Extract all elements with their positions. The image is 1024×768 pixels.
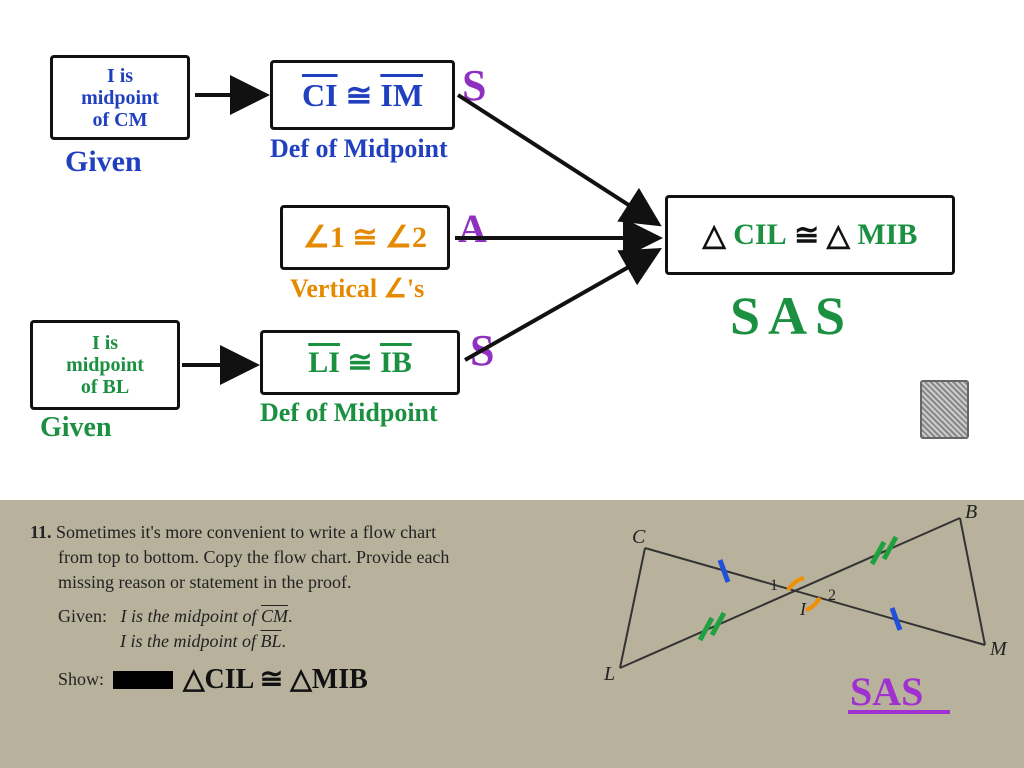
angle-arc-2 [806, 598, 820, 610]
box3-marker: A [458, 205, 487, 252]
flow-box-given-cm: I is midpoint of CM [50, 55, 190, 140]
given1-seg: CM [261, 606, 288, 626]
scribble-icon [920, 380, 969, 439]
box3-text: ∠1 ≅ ∠2 [303, 220, 427, 255]
flow-box-ci-im: CI ≅ IM [270, 60, 455, 130]
box1-l3: of CM [93, 109, 148, 131]
box4-l3: of BL [81, 376, 129, 398]
blackout-icon [113, 671, 173, 689]
flow-box-angle12: ∠1 ≅ ∠2 [280, 205, 450, 270]
body-l2: from top to bottom. Copy the flow chart.… [30, 545, 590, 570]
whiteboard-area: I is midpoint of CM Given CI ≅ IM S Def … [0, 0, 1024, 500]
box1-l2: midpoint [81, 87, 159, 109]
flow-box-conclusion: △ CIL ≅ △ MIB [665, 195, 955, 275]
box5-label: Def of Midpoint [260, 398, 438, 428]
box4-l2: midpoint [66, 354, 144, 376]
flow-box-given-bl: I is midpoint of BL [30, 320, 180, 410]
show-handwritten: △CIL ≅ △MIB [183, 660, 368, 699]
label-L: L [603, 663, 615, 685]
tick-green-2b [884, 537, 896, 559]
box1-l1: I is [107, 65, 133, 87]
tick-blue-2 [892, 608, 900, 630]
box4-label: Given [40, 412, 112, 444]
given2-seg: BL [261, 631, 282, 651]
angle-arc-1 [788, 578, 804, 590]
tick-blue-1 [720, 560, 728, 582]
box4-l1: I is [92, 332, 118, 354]
body-l3: missing reason or statement in the proof… [30, 570, 590, 595]
tick-green-2a [872, 542, 884, 564]
show-label: Show: [58, 667, 104, 692]
label-B: B [965, 501, 977, 523]
box1-label: Given [65, 145, 142, 179]
label-M: M [989, 638, 1008, 660]
sas-annotation: SAS [850, 669, 923, 714]
textbook-area: 11. Sometimes it's more convenient to wr… [0, 500, 1024, 768]
conclusion-label: SAS [730, 285, 853, 347]
body-l1: Sometimes it's more convenient to write … [56, 522, 436, 542]
box3-label: Vertical ∠'s [290, 274, 424, 304]
given1-pre: I is the midpoint of [121, 606, 262, 626]
box2-marker: S [462, 60, 486, 111]
angle-2: 2 [828, 587, 836, 604]
angle-1: 1 [770, 577, 778, 594]
given-label: Given: [58, 606, 107, 626]
given2-pre: I is the midpoint of [120, 631, 261, 651]
box5-marker: S [470, 325, 494, 376]
label-I: I [799, 599, 807, 619]
label-C: C [632, 526, 646, 548]
tick-green-1b [712, 613, 724, 635]
box2-label: Def of Midpoint [270, 134, 448, 164]
problem-number: 11. [30, 522, 52, 542]
flow-box-li-ib: LI ≅ IB [260, 330, 460, 395]
tick-green-1a [700, 618, 712, 640]
